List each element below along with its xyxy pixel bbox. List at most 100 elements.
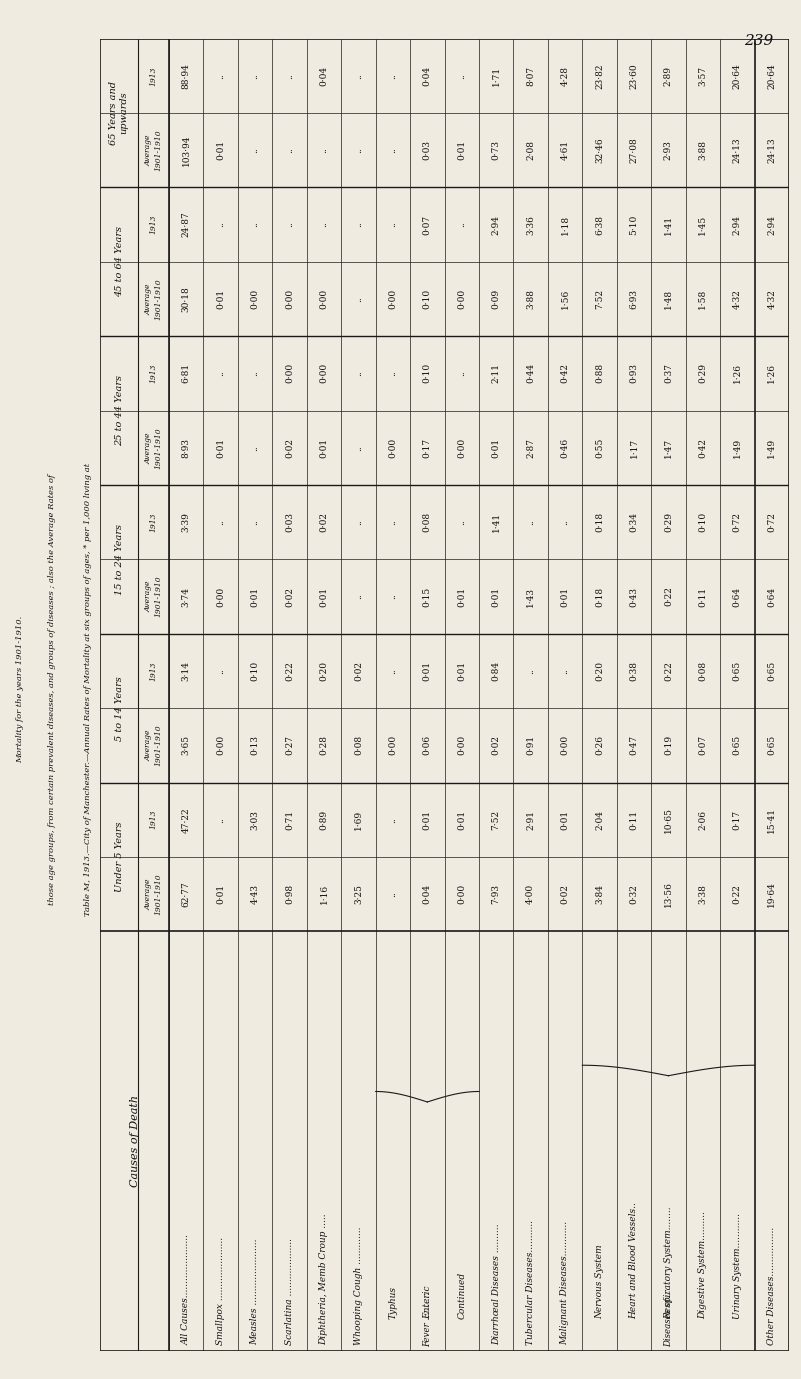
Text: 0·00: 0·00 — [457, 735, 466, 756]
Text: 1·71: 1·71 — [492, 66, 501, 85]
Text: ..: .. — [354, 371, 363, 376]
Text: 8·93: 8·93 — [182, 437, 191, 458]
Text: ..: .. — [285, 73, 294, 79]
Text: Smallpox ......................: Smallpox ...................... — [216, 1237, 225, 1345]
Text: ..: .. — [216, 73, 225, 79]
Text: 1·56: 1·56 — [561, 288, 570, 309]
Text: ..: .. — [216, 816, 225, 823]
Text: 7·52: 7·52 — [595, 290, 604, 309]
Text: 0·65: 0·65 — [733, 735, 742, 756]
Text: 0·00: 0·00 — [388, 290, 397, 309]
Text: 2·87: 2·87 — [526, 437, 535, 458]
Text: ..: .. — [388, 816, 397, 823]
Text: 0·02: 0·02 — [561, 884, 570, 905]
Text: 0·42: 0·42 — [698, 437, 707, 458]
Text: 0·38: 0·38 — [630, 661, 638, 681]
Text: 15 to 24 Years: 15 to 24 Years — [115, 524, 123, 594]
Text: 4·32: 4·32 — [767, 290, 776, 309]
Text: Measles .......................: Measles ....................... — [251, 1238, 260, 1345]
Text: ..: .. — [354, 296, 363, 302]
Text: 0·28: 0·28 — [320, 735, 328, 756]
Text: 0·01: 0·01 — [216, 884, 225, 905]
Text: 0·98: 0·98 — [285, 884, 294, 905]
Text: Malignant Diseases............: Malignant Diseases............ — [561, 1220, 570, 1345]
Text: 0·11: 0·11 — [698, 586, 707, 607]
Text: 5 to 14 Years: 5 to 14 Years — [115, 676, 123, 741]
Text: ..: .. — [457, 222, 466, 228]
Text: 1·45: 1·45 — [698, 215, 707, 234]
Text: 5·10: 5·10 — [630, 215, 638, 234]
Text: 3·88: 3·88 — [698, 141, 707, 160]
Text: 0·00: 0·00 — [320, 363, 328, 383]
Text: 0·02: 0·02 — [285, 586, 294, 607]
Text: 0·01: 0·01 — [457, 586, 466, 607]
Text: 2·94: 2·94 — [492, 215, 501, 234]
Text: 0·34: 0·34 — [630, 512, 638, 532]
Text: 0·11: 0·11 — [630, 809, 638, 830]
Text: ..: .. — [561, 520, 570, 525]
Text: 0·02: 0·02 — [492, 735, 501, 756]
Text: 1913: 1913 — [150, 809, 158, 830]
Text: 0·01: 0·01 — [492, 586, 501, 607]
Text: 0·08: 0·08 — [698, 661, 707, 681]
Text: 0·10: 0·10 — [423, 290, 432, 309]
Text: Average
1901-1910: Average 1901-1910 — [145, 576, 162, 618]
Text: 0·00: 0·00 — [251, 290, 260, 309]
Text: 2·94: 2·94 — [733, 215, 742, 234]
Text: 1·43: 1·43 — [526, 586, 535, 607]
Text: 0·84: 0·84 — [492, 661, 501, 681]
Text: 0·27: 0·27 — [285, 735, 294, 756]
Text: 1·58: 1·58 — [698, 288, 707, 309]
Text: 0·00: 0·00 — [285, 363, 294, 383]
Text: 0·06: 0·06 — [423, 735, 432, 756]
Text: 3·84: 3·84 — [595, 884, 604, 905]
Text: ..: .. — [285, 222, 294, 228]
Text: 0·00: 0·00 — [320, 290, 328, 309]
Text: 0·02: 0·02 — [285, 437, 294, 458]
Text: 0·04: 0·04 — [423, 66, 432, 85]
Text: 0·65: 0·65 — [733, 661, 742, 681]
Text: 8·07: 8·07 — [526, 66, 535, 85]
Text: 0·26: 0·26 — [595, 735, 604, 756]
Text: ..: .. — [388, 148, 397, 153]
Text: ..: .. — [251, 520, 260, 525]
Text: ..: .. — [561, 667, 570, 674]
Text: 0·10: 0·10 — [423, 363, 432, 383]
Text: 0·01: 0·01 — [423, 809, 432, 830]
Text: 3·38: 3·38 — [698, 884, 707, 905]
Text: Mortality for the years 1901-1910.: Mortality for the years 1901-1910. — [16, 616, 24, 763]
Text: ..: .. — [251, 148, 260, 153]
Text: 0·55: 0·55 — [595, 437, 604, 458]
Text: ..: .. — [251, 445, 260, 451]
Text: 0·10: 0·10 — [698, 512, 707, 532]
Text: 3·74: 3·74 — [182, 586, 191, 607]
Text: 0·01: 0·01 — [251, 586, 260, 607]
Text: 27·08: 27·08 — [630, 138, 638, 163]
Text: 65 Years and
upwards: 65 Years and upwards — [110, 81, 129, 145]
Text: Tubercular Diseases...........: Tubercular Diseases........... — [526, 1220, 535, 1345]
Text: 0·43: 0·43 — [630, 586, 638, 607]
Text: ..: .. — [388, 667, 397, 674]
Text: 103·94: 103·94 — [182, 134, 191, 165]
Text: 1·48: 1·48 — [664, 290, 673, 309]
Text: 1·69: 1·69 — [354, 809, 363, 830]
Text: ..: .. — [457, 371, 466, 376]
Text: 0·44: 0·44 — [526, 363, 535, 383]
Text: 0·47: 0·47 — [630, 735, 638, 756]
Text: 3·25: 3·25 — [354, 884, 363, 905]
Text: 15·41: 15·41 — [767, 807, 776, 833]
Text: 1913: 1913 — [150, 661, 158, 681]
Text: 1·18: 1·18 — [561, 215, 570, 234]
Text: ..: .. — [457, 520, 466, 525]
Text: 0·20: 0·20 — [595, 661, 604, 681]
Text: 2·06: 2·06 — [698, 809, 707, 830]
Text: 0·01: 0·01 — [423, 661, 432, 681]
Text: 47·22: 47·22 — [182, 807, 191, 833]
Text: 1913: 1913 — [150, 364, 158, 383]
Text: 0·13: 0·13 — [251, 735, 260, 756]
Text: 0·00: 0·00 — [285, 290, 294, 309]
Text: 30·18: 30·18 — [182, 285, 191, 312]
Text: 2·04: 2·04 — [595, 809, 604, 830]
Text: 24·87: 24·87 — [182, 212, 191, 237]
Text: 32·46: 32·46 — [595, 138, 604, 163]
